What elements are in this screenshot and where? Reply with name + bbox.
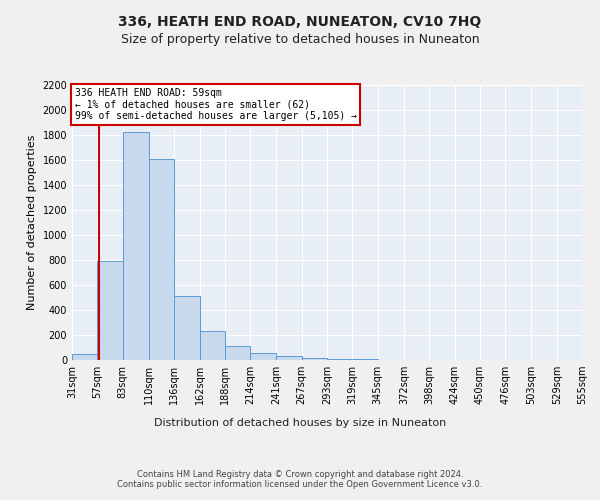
Bar [97,261,122,360]
Bar [174,296,200,360]
Bar [122,132,149,360]
Text: 336, HEATH END ROAD, NUNEATON, CV10 7HQ: 336, HEATH END ROAD, NUNEATON, CV10 7HQ [118,15,482,29]
Y-axis label: Number of detached properties: Number of detached properties [27,135,37,310]
Bar [225,346,250,360]
Text: Contains HM Land Registry data © Crown copyright and database right 2024.
Contai: Contains HM Land Registry data © Crown c… [118,470,482,490]
Bar [72,354,97,360]
Bar [302,358,327,360]
Bar [277,356,302,360]
Text: 336 HEATH END ROAD: 59sqm
← 1% of detached houses are smaller (62)
99% of semi-d: 336 HEATH END ROAD: 59sqm ← 1% of detach… [74,88,356,121]
Bar [199,330,225,360]
Bar [149,158,174,360]
Text: Size of property relative to detached houses in Nuneaton: Size of property relative to detached ho… [121,32,479,46]
Bar [327,359,352,360]
Text: Distribution of detached houses by size in Nuneaton: Distribution of detached houses by size … [154,418,446,428]
Bar [250,353,277,360]
